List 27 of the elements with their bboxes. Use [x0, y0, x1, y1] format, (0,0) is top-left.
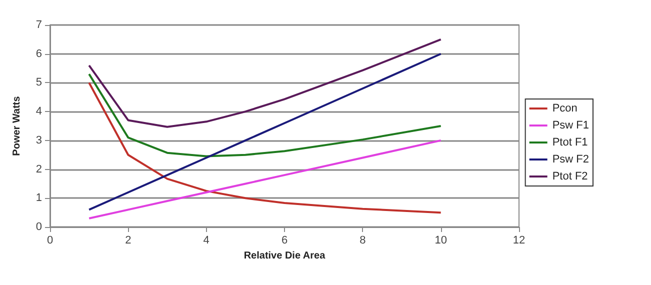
line-series: [88, 52, 442, 211]
y-tick-label: 4: [36, 106, 42, 118]
x-tick-label: 0: [46, 234, 54, 246]
y-tick-label: 2: [36, 163, 42, 176]
line-series: [88, 38, 442, 128]
y-tick-label: 6: [36, 48, 42, 60]
legend-label: Psw F2: [552, 154, 590, 166]
y-tick-label: 0: [36, 221, 42, 233]
y-tick-label: 1: [36, 192, 42, 204]
x-tick-label: 10: [434, 234, 447, 246]
line-series: [88, 82, 442, 214]
x-tick-label: 6: [281, 234, 288, 246]
line-series: [88, 73, 442, 158]
legend-label: Psw F1: [552, 120, 590, 132]
legend-label: Pcon: [552, 102, 578, 114]
x-axis-title: Relative Die Area: [244, 250, 326, 262]
legend-label: Ptot F2: [552, 170, 588, 182]
y-tick-label: 7: [36, 19, 42, 31]
x-tick-label: 2: [125, 234, 132, 246]
x-tick-label: 12: [512, 234, 526, 246]
x-tick-label: 4: [203, 234, 210, 246]
legend-label: Ptot F1: [552, 136, 588, 148]
line-series: [88, 139, 442, 220]
y-tick-label: 5: [36, 76, 42, 89]
x-tick-label: 8: [360, 234, 366, 246]
y-tick-label: 3: [36, 134, 42, 146]
y-axis-title: Power Watts: [12, 96, 22, 156]
